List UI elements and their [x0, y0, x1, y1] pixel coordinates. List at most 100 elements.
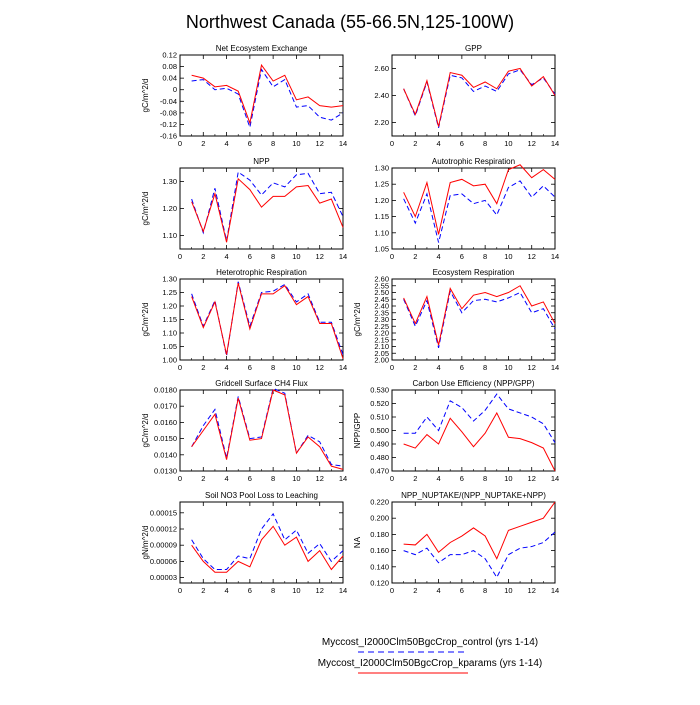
y-tick-label: 2.60	[374, 64, 389, 73]
x-tick-label: 0	[390, 586, 394, 595]
series-line-control	[403, 180, 556, 243]
x-tick-label: 10	[292, 586, 300, 595]
y-tick-label: 0.0160	[154, 418, 177, 427]
y-tick-label: 2.35	[374, 308, 389, 317]
x-tick-label: 14	[551, 252, 559, 261]
series-line-kparams	[403, 67, 556, 127]
y-tick-label: 0.120	[370, 579, 389, 588]
x-tick-label: 14	[339, 474, 347, 483]
x-tick-label: 4	[224, 139, 228, 148]
plot-frame	[391, 54, 556, 137]
y-tick-label: 1.15	[374, 212, 389, 221]
series-line-control	[191, 387, 344, 467]
y-tick-label: 2.25	[374, 322, 389, 331]
x-tick-label: 4	[436, 474, 440, 483]
x-tick-label: 0	[390, 139, 394, 148]
x-tick-label: 6	[248, 363, 252, 372]
x-tick-label: 4	[436, 139, 440, 148]
y-tick-label: 1.30	[162, 177, 177, 186]
x-tick-label: 10	[504, 474, 512, 483]
panel-title: Ecosystem Respiration	[433, 268, 515, 277]
plot-frame	[391, 167, 556, 250]
series-line-kparams	[191, 177, 344, 243]
plot-frame	[391, 389, 556, 472]
x-tick-label: 14	[551, 474, 559, 483]
panel-8: Carbon Use Efficiency (NPP/GPP) NPP/GPP 0 2…	[353, 379, 559, 483]
x-tick-label: 8	[271, 363, 275, 372]
y-tick-label: 0.0140	[154, 450, 177, 459]
y-tick-label: 2.20	[374, 118, 389, 127]
series-line-control	[403, 69, 556, 129]
y-tick-label: -0.04	[160, 97, 177, 106]
x-tick-label: 0	[390, 474, 394, 483]
x-tick-label: 2	[413, 474, 417, 483]
y-tick-label: 0	[173, 85, 177, 94]
panel-6: Ecosystem Respiration gC/m^2/d 0 2 4 6 8 10 12 14…	[353, 268, 559, 372]
x-tick-label: 8	[483, 474, 487, 483]
y-tick-label: 0.510	[370, 413, 389, 422]
x-tick-label: 0	[178, 363, 182, 372]
x-tick-label: 12	[528, 363, 536, 372]
x-tick-label: 8	[271, 139, 275, 148]
y-tick-label: 1.10	[162, 231, 177, 240]
y-tick-label: -0.12	[160, 120, 177, 129]
y-tick-label: 0.160	[370, 546, 389, 555]
panel-title: Soil NO3 Pool Loss to Leaching	[205, 491, 318, 500]
x-tick-label: 14	[551, 139, 559, 148]
y-tick-label: 0.0170	[154, 402, 177, 411]
x-tick-label: 14	[551, 586, 559, 595]
x-tick-label: 12	[528, 586, 536, 595]
x-tick-label: 14	[551, 363, 559, 372]
y-tick-label: 2.00	[374, 356, 389, 365]
legend-entry-control-label: Myccost_I2000Clm50BgcCrop_control (yrs 1…	[322, 637, 538, 648]
y-tick-label: 2.30	[374, 315, 389, 324]
y-tick-label: 0.12	[162, 51, 177, 60]
y-tick-label: 1.00	[162, 356, 177, 365]
x-tick-label: 14	[339, 139, 347, 148]
y-tick-label: 0.490	[370, 440, 389, 449]
plot-frame	[391, 278, 556, 361]
x-tick-label: 14	[339, 363, 347, 372]
x-tick-label: 10	[504, 363, 512, 372]
series-line-kparams	[403, 501, 556, 560]
y-tick-label: 1.05	[162, 342, 177, 351]
series-line-kparams	[191, 525, 344, 573]
panel-title: NPP	[253, 157, 269, 166]
legend-entry-kparams-label: Myccost_I2000Clm50BgcCrop_kparams (yrs 1…	[318, 658, 543, 669]
y-tick-label: 1.20	[374, 196, 389, 205]
x-tick-label: 8	[483, 363, 487, 372]
x-tick-label: 10	[292, 474, 300, 483]
panel-2: GPP 0 2 4 6 8 10 12 14 2.20 2.40 2.60	[374, 44, 559, 148]
x-tick-label: 2	[201, 252, 205, 261]
x-tick-label: 0	[178, 474, 182, 483]
y-tick-label: -0.08	[160, 108, 177, 117]
x-tick-label: 4	[436, 363, 440, 372]
x-tick-label: 8	[483, 139, 487, 148]
y-tick-label: 2.20	[374, 329, 389, 338]
x-tick-label: 4	[224, 363, 228, 372]
x-tick-label: 12	[528, 252, 536, 261]
x-tick-label: 4	[224, 586, 228, 595]
y-tick-label: 0.00009	[150, 541, 177, 550]
y-tick-label: 2.50	[374, 288, 389, 297]
plot-frame	[179, 501, 344, 584]
y-axis-label: gC/m^2/d	[353, 303, 362, 337]
panels: Net Ecosystem Exchange gC/m^2/d 0 2 4 6 8 10 12 1…	[141, 44, 559, 595]
panel-title: GPP	[465, 44, 482, 53]
y-tick-label: 0.08	[162, 62, 177, 71]
series-line-control	[191, 281, 344, 357]
panel-title: NPP_NUPTAKE/(NPP_NUPTAKE+NPP)	[401, 491, 546, 500]
series-line-kparams	[191, 282, 344, 359]
x-tick-label: 4	[224, 474, 228, 483]
y-tick-label: 2.05	[374, 349, 389, 358]
y-axis-label: NPP/GPP	[353, 413, 362, 449]
y-tick-label: 0.470	[370, 467, 389, 476]
y-tick-label: 1.05	[374, 245, 389, 254]
panel-title: Autotrophic Respiration	[432, 157, 515, 166]
y-tick-label: 2.40	[374, 302, 389, 311]
y-tick-label: 0.220	[370, 498, 389, 507]
y-axis-label: gC/m^2/d	[141, 192, 150, 226]
plot-frame	[179, 167, 344, 250]
x-tick-label: 4	[224, 252, 228, 261]
